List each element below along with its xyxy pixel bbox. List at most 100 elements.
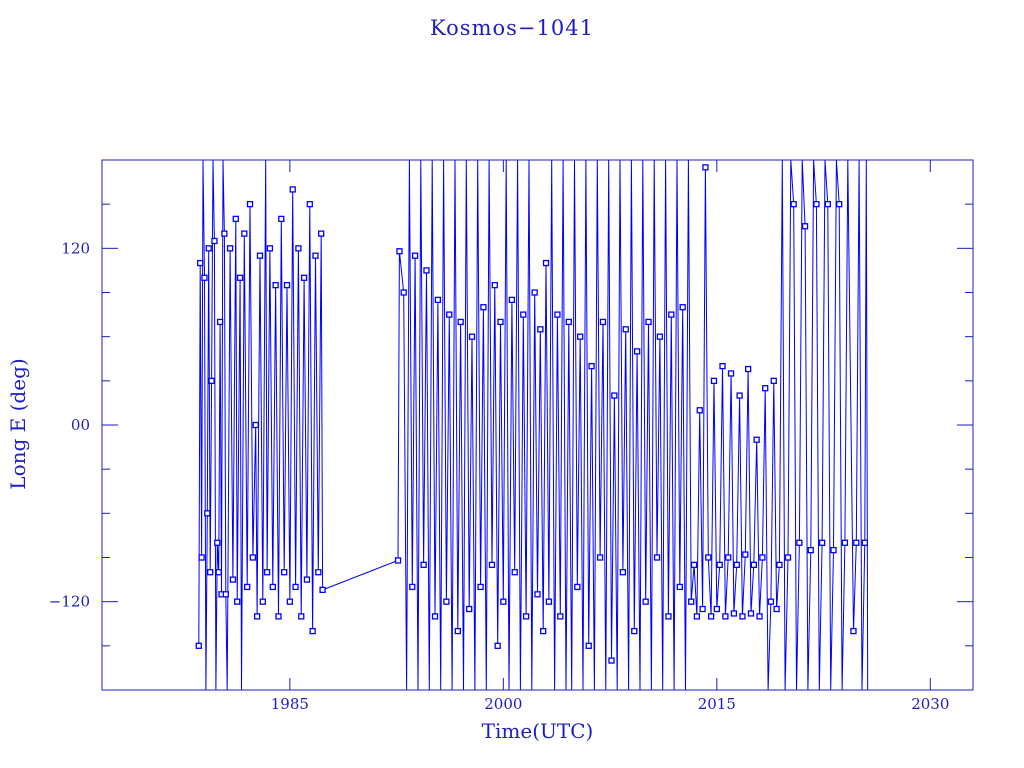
data-point-marker bbox=[722, 613, 729, 620]
data-point-marker bbox=[198, 554, 205, 561]
data-point-marker bbox=[739, 613, 746, 620]
data-point-marker bbox=[725, 554, 732, 561]
data-point-marker bbox=[244, 583, 251, 591]
data-point-marker bbox=[733, 561, 740, 569]
data-point-marker bbox=[234, 598, 241, 605]
data-point-marker bbox=[409, 583, 416, 591]
data-point-marker bbox=[195, 642, 202, 649]
data-point-marker bbox=[286, 598, 294, 605]
axis-layer: 1985 2000 2015 2030 −120 00 120 bbox=[49, 160, 973, 713]
data-point-marker bbox=[545, 598, 553, 605]
data-point-marker bbox=[214, 539, 221, 546]
data-point-marker bbox=[534, 591, 541, 598]
data-point-marker bbox=[511, 569, 518, 576]
data-point-marker bbox=[319, 586, 326, 594]
data-point-marker bbox=[850, 627, 857, 635]
data-point-marker bbox=[619, 569, 627, 576]
data-point-marker bbox=[263, 569, 271, 576]
x-tick-label: 2030 bbox=[911, 695, 949, 713]
data-point-marker bbox=[679, 304, 686, 311]
y-tick-label: 00 bbox=[71, 416, 90, 434]
data-point-marker bbox=[246, 201, 254, 208]
data-point-marker bbox=[278, 215, 285, 223]
data-point-marker bbox=[259, 598, 266, 605]
data-point-marker bbox=[824, 201, 831, 208]
data-point-marker bbox=[434, 296, 442, 304]
data-point-marker bbox=[298, 613, 305, 620]
data-point-marker bbox=[423, 267, 430, 274]
data-point-marker bbox=[204, 510, 211, 517]
data-point-marker bbox=[215, 569, 222, 576]
data-point-marker bbox=[736, 392, 743, 399]
data-point-marker bbox=[707, 613, 715, 620]
data-point-marker bbox=[693, 613, 701, 620]
data-point-marker bbox=[756, 613, 763, 620]
data-point-marker bbox=[554, 311, 561, 318]
data-point-marker bbox=[767, 598, 775, 605]
data-point-marker bbox=[289, 186, 296, 193]
data-layer bbox=[195, 159, 869, 691]
data-point-marker bbox=[520, 311, 527, 318]
data-point-marker bbox=[622, 326, 629, 333]
data-point-marker bbox=[853, 539, 860, 546]
data-point-marker bbox=[668, 311, 675, 318]
data-point-marker bbox=[420, 561, 427, 569]
data-point-marker bbox=[688, 598, 695, 605]
data-point-marker bbox=[508, 296, 516, 304]
data-point-marker bbox=[665, 613, 672, 620]
data-point-marker bbox=[742, 551, 749, 558]
data-point-marker bbox=[861, 539, 868, 546]
data-point-marker bbox=[400, 289, 407, 296]
data-point-marker bbox=[431, 613, 439, 620]
data-point-marker bbox=[730, 610, 738, 617]
data-point-marker bbox=[443, 598, 450, 605]
data-point-marker bbox=[221, 230, 228, 237]
data-point-marker bbox=[396, 248, 403, 255]
data-point-marker bbox=[710, 377, 718, 384]
data-point-marker bbox=[631, 627, 638, 635]
data-point-marker bbox=[266, 245, 274, 252]
data-point-marker bbox=[457, 318, 464, 326]
data-point-marker bbox=[300, 274, 308, 281]
data-point-marker bbox=[236, 274, 244, 281]
data-point-marker bbox=[776, 561, 783, 569]
data-point-marker bbox=[281, 569, 288, 576]
data-point-marker bbox=[306, 201, 313, 208]
data-point-marker bbox=[468, 333, 476, 340]
data-point-marker bbox=[762, 385, 769, 392]
x-tick-label: 2000 bbox=[484, 695, 522, 713]
data-point-marker bbox=[696, 407, 703, 414]
data-point-marker bbox=[599, 318, 607, 326]
data-point-marker bbox=[611, 392, 618, 399]
data-point-marker bbox=[488, 561, 496, 569]
data-point-marker bbox=[318, 230, 325, 237]
data-point-marker bbox=[197, 259, 204, 267]
data-point-marker bbox=[522, 613, 530, 620]
data-point-marker bbox=[542, 259, 550, 267]
data-point-marker bbox=[702, 164, 709, 171]
data-point-marker bbox=[232, 215, 239, 223]
plot-frame bbox=[101, 159, 974, 691]
data-point-marker bbox=[759, 554, 766, 561]
data-point-marker bbox=[557, 613, 564, 620]
data-point-marker bbox=[295, 245, 302, 252]
data-point-marker bbox=[292, 583, 299, 591]
data-point-marker bbox=[454, 627, 461, 635]
data-point-marker bbox=[608, 657, 615, 664]
data-point-marker bbox=[500, 598, 507, 605]
data-point-marker bbox=[770, 377, 777, 384]
y-tick-label: 120 bbox=[61, 239, 90, 257]
data-point-marker bbox=[229, 576, 237, 583]
data-point-marker bbox=[790, 201, 797, 208]
data-point-marker bbox=[750, 561, 757, 569]
x-axis-label: Time(UTC) bbox=[481, 719, 594, 743]
x-tick-label: 1985 bbox=[271, 695, 309, 713]
data-point-marker bbox=[249, 554, 257, 561]
data-point-marker bbox=[642, 598, 649, 605]
data-point-marker bbox=[205, 245, 212, 252]
x-tick-label: 2015 bbox=[698, 695, 736, 713]
data-point-marker bbox=[540, 627, 547, 635]
data-point-marker bbox=[269, 583, 276, 591]
data-point-marker bbox=[796, 539, 803, 546]
data-point-marker bbox=[272, 281, 279, 289]
